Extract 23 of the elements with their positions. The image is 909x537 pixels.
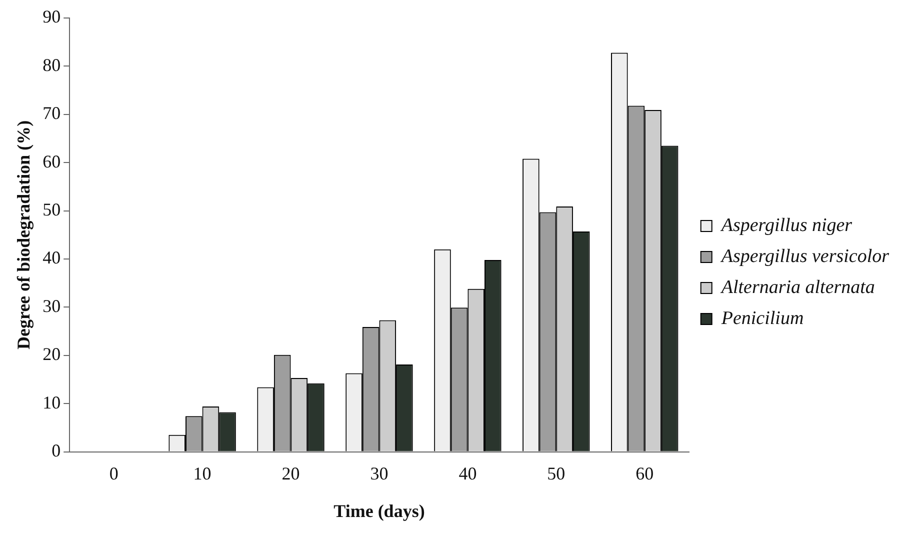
y-tick-label: 40 bbox=[42, 248, 61, 268]
y-tick-label: 60 bbox=[42, 151, 61, 172]
x-tick-label: 10 bbox=[193, 463, 212, 484]
y-tick-label: 50 bbox=[42, 200, 61, 220]
legend-label: Aspergillus versicolor bbox=[719, 246, 890, 267]
y-tick-label: 20 bbox=[42, 344, 61, 364]
y-tick-label: 0 bbox=[52, 440, 61, 461]
legend-label: Aspergillus niger bbox=[719, 215, 853, 236]
x-axis-title: Time (days) bbox=[334, 500, 425, 521]
x-tick-label: 30 bbox=[370, 463, 388, 484]
x-tick-label: 20 bbox=[282, 463, 300, 484]
y-axis-title: Degree of biodegradation (%) bbox=[13, 120, 34, 350]
y-tick-label: 80 bbox=[42, 54, 61, 75]
legend-label: Alternaria alternata bbox=[719, 277, 875, 298]
y-tick-label: 70 bbox=[42, 103, 61, 124]
x-tick-label: 40 bbox=[458, 463, 477, 484]
y-tick-label: 90 bbox=[42, 6, 61, 27]
y-tick-label: 30 bbox=[42, 296, 61, 316]
legend-label: Penicilium bbox=[720, 308, 804, 329]
x-tick-label: 60 bbox=[636, 463, 654, 484]
y-tick-label: 10 bbox=[42, 392, 61, 412]
x-tick-label: 50 bbox=[547, 463, 566, 484]
x-tick-label: 0 bbox=[109, 463, 118, 484]
